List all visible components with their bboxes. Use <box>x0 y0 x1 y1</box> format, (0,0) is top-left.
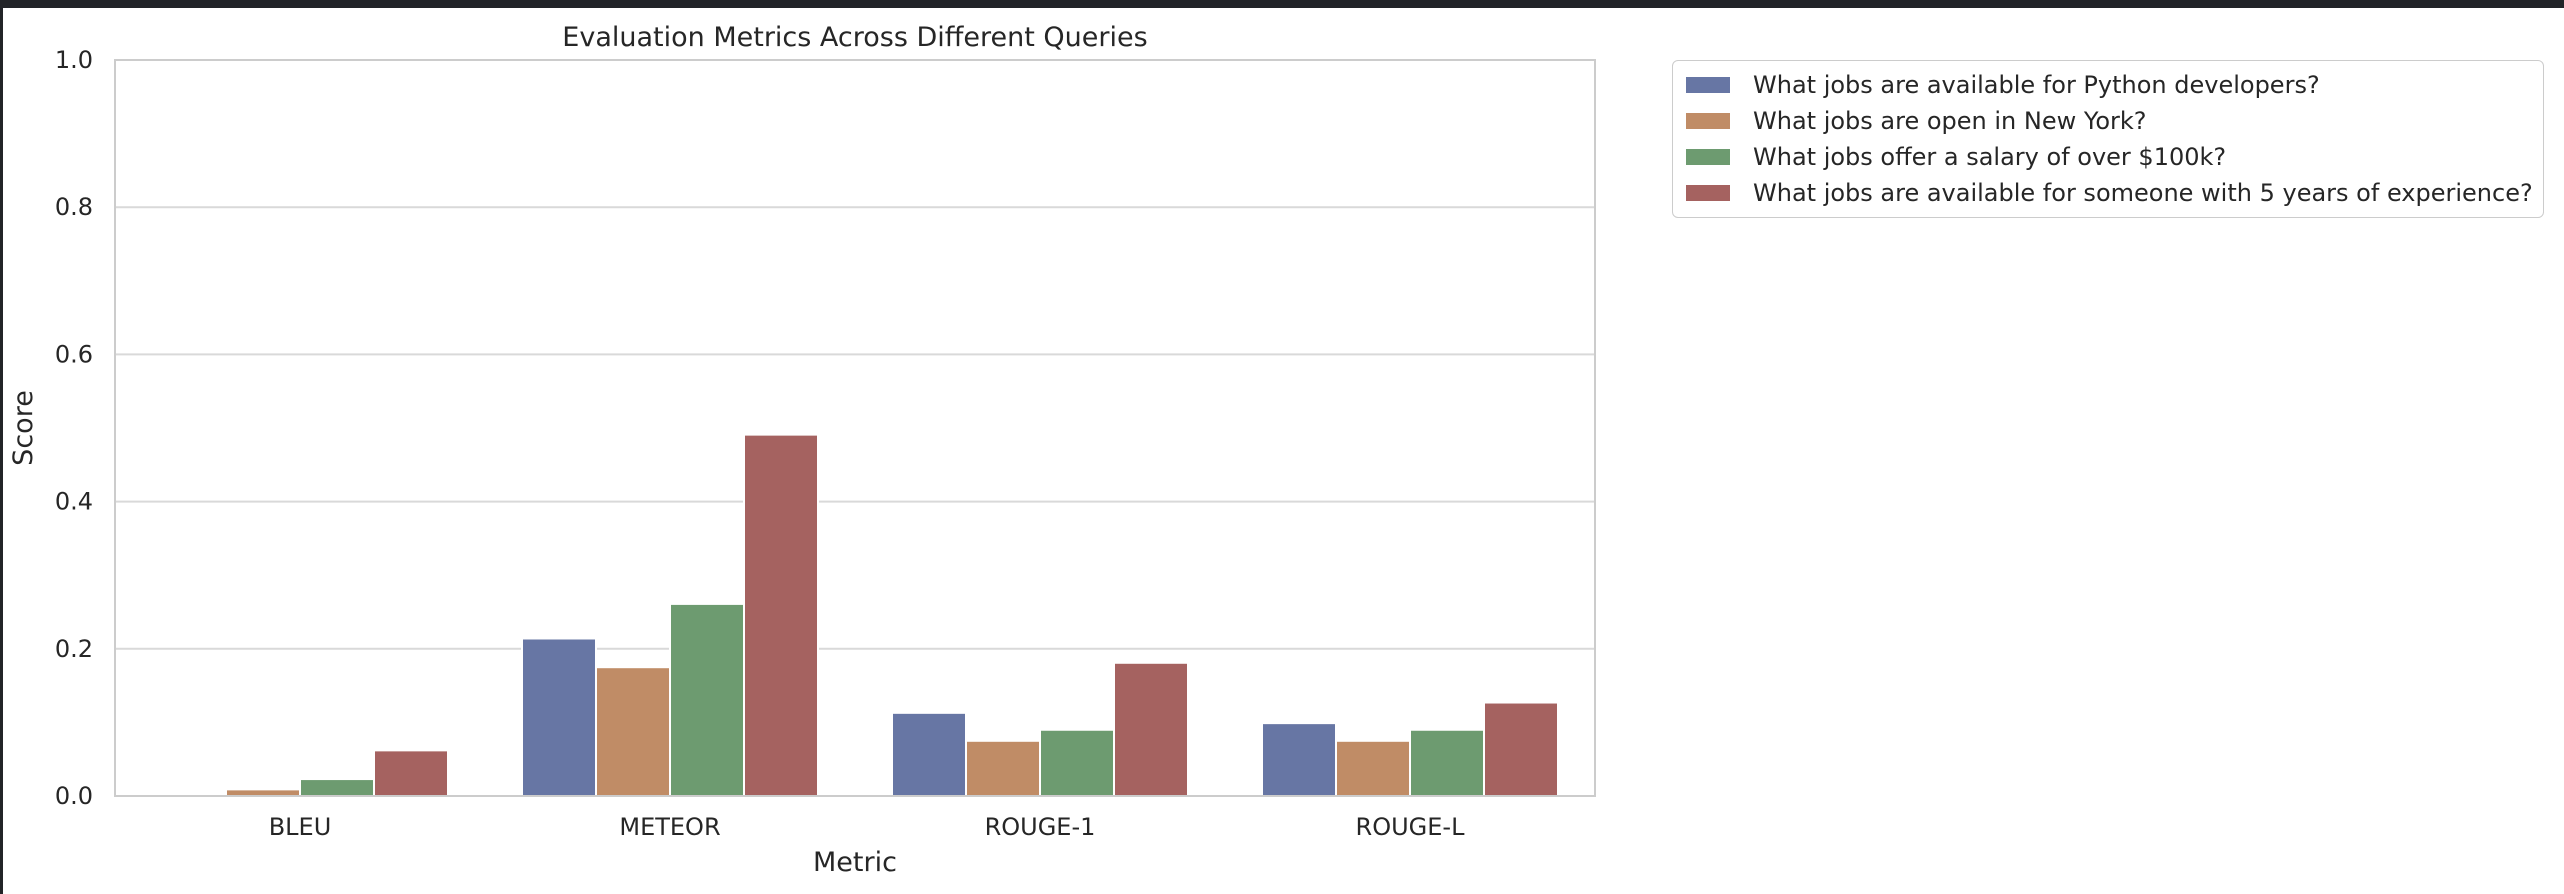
y-tick-label: 1.0 <box>55 46 93 74</box>
window-frame-left <box>0 0 3 894</box>
x-tick-label: ROUGE-1 <box>985 813 1096 841</box>
bar <box>891 711 967 797</box>
y-tick-label: 0.2 <box>55 635 93 663</box>
y-tick-label: 0.0 <box>55 782 93 810</box>
x-tick-label: BLEU <box>269 813 332 841</box>
legend-swatch <box>1685 184 1731 202</box>
legend-swatch <box>1685 76 1731 94</box>
bar <box>299 778 375 798</box>
legend-item: What jobs are available for someone with… <box>1685 175 2533 211</box>
bar <box>669 602 745 797</box>
bar <box>373 749 449 797</box>
chart: 0.0 0.2 0.4 0.6 0.8 1.0 BLEU METEOR ROUGE-1 ROUG… <box>8 22 1596 878</box>
y-tick-label: 0.6 <box>55 340 93 368</box>
bar <box>1261 722 1337 797</box>
window-frame-top <box>0 0 2564 8</box>
y-tick-label: 0.4 <box>55 488 93 516</box>
chart-title: Evaluation Metrics Across Different Quer… <box>562 22 1147 53</box>
legend-item: What jobs are open in New York? <box>1685 103 2533 139</box>
legend-label: What jobs are available for Python devel… <box>1753 71 2320 99</box>
x-tick-labels: BLEU METEOR ROUGE-1 ROUGE-L <box>269 813 1465 841</box>
legend-swatch <box>1685 112 1731 130</box>
bar <box>1039 728 1115 798</box>
bar <box>521 637 597 797</box>
legend-item: What jobs offer a salary of over $100k? <box>1685 139 2533 175</box>
y-axis-label: Score <box>8 390 39 466</box>
bars <box>225 433 1559 798</box>
bar <box>1113 661 1189 797</box>
legend-label: What jobs offer a salary of over $100k? <box>1753 143 2227 171</box>
legend: What jobs are available for Python devel… <box>1672 60 2544 218</box>
legend-swatch <box>1685 148 1731 166</box>
x-tick-label: ROUGE-L <box>1356 813 1466 841</box>
y-tick-labels: 0.0 0.2 0.4 0.6 0.8 1.0 <box>55 46 93 810</box>
legend-item: What jobs are available for Python devel… <box>1685 67 2533 103</box>
bar <box>595 666 671 798</box>
y-tick-label: 0.8 <box>55 193 93 221</box>
bar <box>1335 739 1411 797</box>
x-axis-label: Metric <box>813 847 897 878</box>
bar <box>1409 728 1485 798</box>
bar <box>743 433 819 797</box>
bar <box>965 739 1041 797</box>
plot-frame <box>114 59 1596 797</box>
x-tick-label: METEOR <box>619 813 720 841</box>
bar <box>1483 701 1559 798</box>
legend-label: What jobs are open in New York? <box>1753 107 2147 135</box>
legend-label: What jobs are available for someone with… <box>1753 179 2533 207</box>
grid-lines <box>115 59 1595 797</box>
